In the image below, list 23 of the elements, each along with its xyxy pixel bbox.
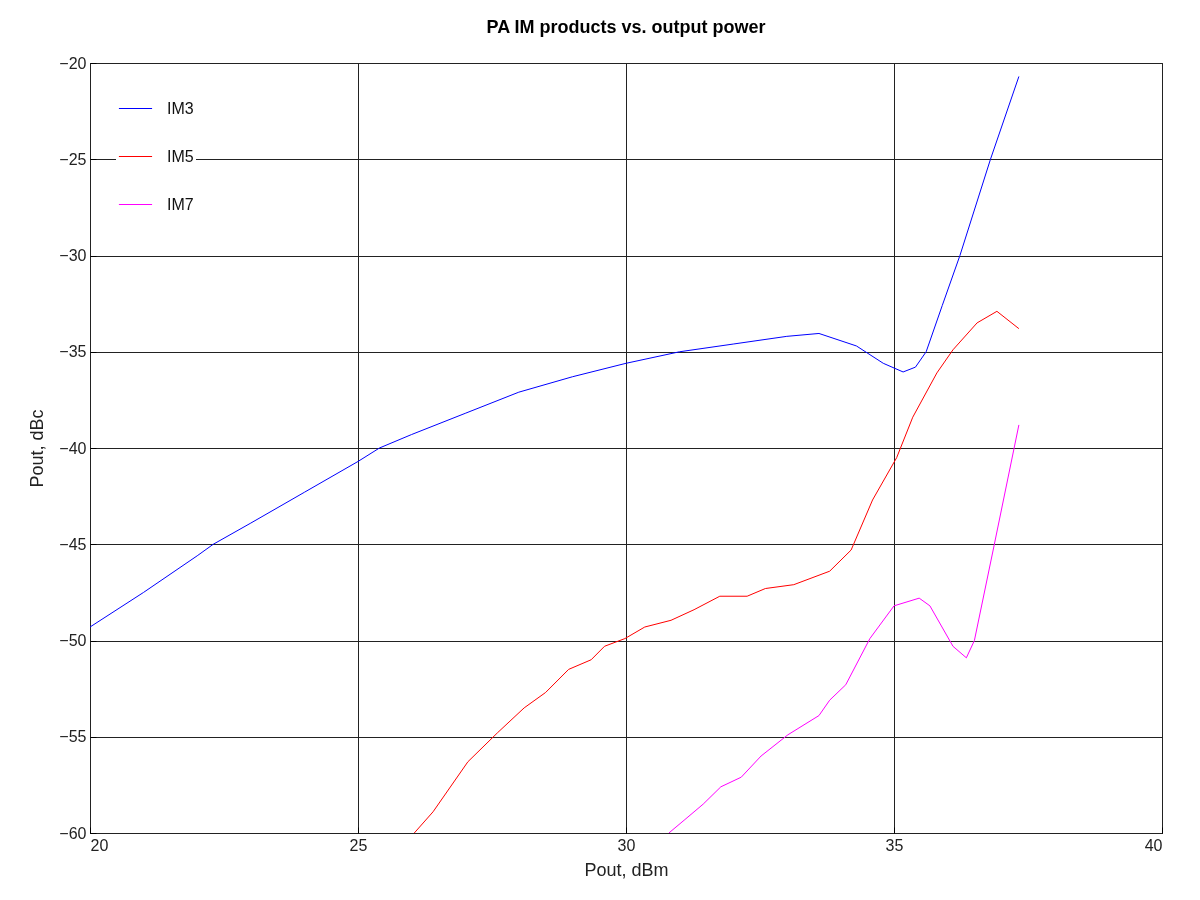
y-tick-label: −30	[59, 247, 87, 264]
x-axis-title: Pout, dBm	[584, 859, 669, 880]
y-tick-label: −60	[59, 824, 87, 842]
x-tick-label: 20	[90, 836, 109, 854]
legend-label: IM3	[167, 99, 194, 117]
y-tick-label: −40	[59, 439, 87, 457]
x-tick-label: 25	[349, 836, 368, 854]
line-series	[668, 424, 1020, 833]
x-tick-label: 35	[885, 836, 904, 854]
y-tick-label: −45	[59, 535, 87, 553]
y-tick-label: −55	[59, 728, 87, 746]
line-series	[413, 310, 1020, 833]
y-tick-label: −50	[59, 632, 87, 649]
legend-label: IM7	[167, 195, 194, 213]
chart-title: PA IM products vs. output power	[486, 17, 766, 37]
legend-label: IM5	[167, 147, 194, 165]
y-tick-label: −25	[59, 150, 87, 168]
y-axis-title: Pout, dBc	[27, 409, 48, 488]
y-tick-label: −20	[59, 54, 87, 72]
x-tick-label: 40	[1144, 836, 1163, 854]
x-tick-label: 30	[617, 836, 636, 854]
y-tick-label: −35	[59, 343, 87, 361]
line-series	[90, 75, 1020, 628]
